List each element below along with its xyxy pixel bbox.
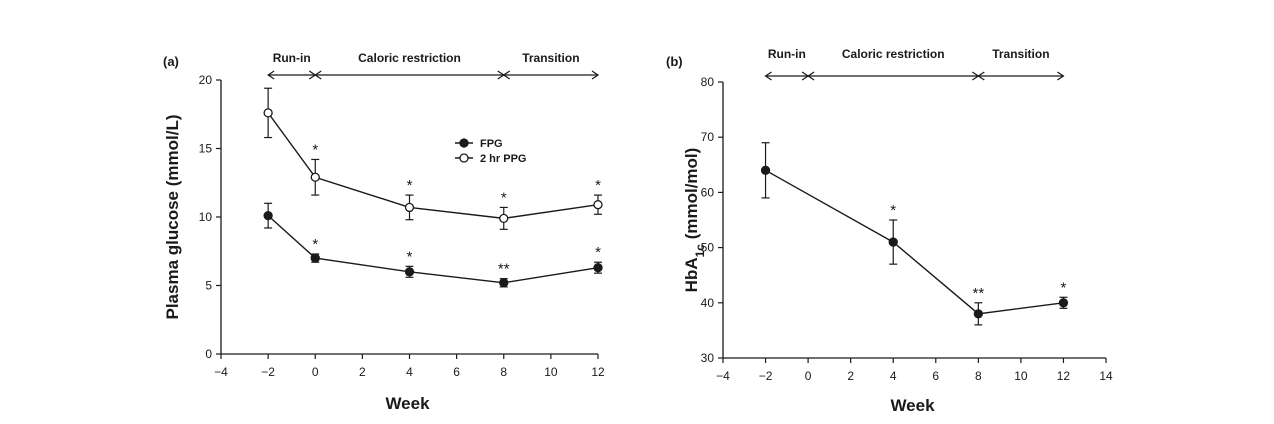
data-point	[499, 213, 509, 224]
data-point	[888, 237, 898, 247]
y-axis-title-main: HbA	[682, 257, 701, 292]
x-tick-label: 0	[805, 369, 812, 383]
significance-mark: *	[595, 244, 601, 261]
y-tick-label: 5	[205, 279, 212, 293]
series-2-hr-ppg: * * * *	[263, 87, 603, 230]
data-point	[310, 253, 320, 263]
data-point	[499, 278, 509, 288]
significance-mark: *	[407, 177, 413, 194]
series-hba1c: *** *	[760, 142, 1069, 326]
panel-a-glucose-chart: (a) 0 5 10 15 20 −4 −2 0 2 4 6 8 10 12 Week Plasma gluco…	[163, 51, 605, 413]
phase-arrow-head-left	[977, 71, 985, 81]
phase-arrow-head-left	[314, 70, 322, 80]
data-point	[310, 172, 320, 182]
x-tick-label: −4	[214, 365, 228, 379]
phase-label: Transition	[522, 51, 579, 65]
data-point	[1058, 298, 1069, 308]
legend: FPG 2 hr PPG	[455, 138, 526, 165]
phase-arrow-caloric-restriction: Caloric restriction	[807, 47, 980, 81]
phase-arrow-run-in: Run-in	[764, 47, 810, 81]
phase-arrow-head-left	[807, 71, 815, 81]
x-tick-label: 0	[312, 365, 319, 379]
x-tick-label: 10	[1014, 369, 1028, 383]
significance-mark: *	[312, 236, 318, 253]
y-tick-label: 15	[199, 142, 213, 156]
series-line	[765, 169, 1064, 315]
y-tick-label: 80	[701, 75, 715, 89]
data-point	[973, 309, 983, 319]
phase-arrow-head-right	[591, 70, 600, 80]
panel-b-hba1c-chart: (b) 30 40 50 60 70 80 −4 −2 0 2 4 6 8 10 12 14 Week HbA1c …	[666, 47, 1113, 415]
x-tick-label: 6	[932, 369, 939, 383]
significance-mark: **	[498, 261, 510, 278]
panel-label: (a)	[163, 54, 179, 69]
phase-label: Caloric restriction	[358, 51, 461, 65]
y-axis-title-subscript: 1c	[693, 244, 707, 258]
y-tick-label: 50	[701, 241, 715, 255]
x-tick-label: 10	[544, 365, 558, 379]
legend-marker	[459, 153, 469, 163]
data-point	[593, 263, 603, 273]
y-tick-label: 60	[701, 185, 715, 199]
data-point	[593, 200, 603, 210]
significance-mark: *	[407, 248, 413, 265]
x-tick-label: 4	[406, 365, 413, 379]
x-tick-label: 14	[1099, 369, 1113, 383]
y-tick-label: 20	[199, 73, 213, 87]
data-point	[263, 210, 273, 221]
y-tick-label: 40	[701, 296, 715, 310]
x-tick-label: 8	[975, 369, 982, 383]
legend-marker	[459, 138, 469, 148]
panel-label: (b)	[666, 54, 683, 69]
x-tick-label: 4	[890, 369, 897, 383]
x-tick-label: 12	[1057, 369, 1071, 383]
phase-arrow-head-left	[764, 71, 772, 81]
x-axis-title: Week	[890, 396, 935, 415]
data-point	[263, 108, 273, 118]
x-tick-label: 6	[453, 365, 460, 379]
data-point	[404, 202, 415, 213]
legend-label: 2 hr PPG	[480, 153, 526, 165]
significance-mark: *	[312, 141, 318, 158]
y-axis-title: Plasma glucose (mmol/L)	[163, 115, 182, 320]
series-fpg: *****	[263, 202, 603, 288]
phase-label: Caloric restriction	[842, 47, 945, 61]
significance-mark: *	[501, 189, 507, 206]
phase-label: Transition	[992, 47, 1049, 61]
y-tick-label: 30	[701, 351, 715, 365]
x-tick-label: 8	[500, 365, 507, 379]
phase-arrow-run-in: Run-in	[267, 51, 317, 80]
phase-arrow-transition: Transition	[502, 51, 600, 80]
data-point	[760, 165, 771, 175]
x-tick-label: −2	[759, 369, 773, 383]
phase-arrow-caloric-restriction: Caloric restriction	[314, 51, 505, 80]
x-tick-label: 2	[847, 369, 854, 383]
x-tick-label: −2	[261, 365, 275, 379]
phase-label: Run-in	[768, 47, 806, 61]
data-point	[404, 267, 415, 277]
x-tick-label: −4	[716, 369, 730, 383]
significance-mark: **	[972, 285, 984, 302]
phase-arrow-head-left	[267, 70, 275, 80]
x-tick-label: 2	[359, 365, 366, 379]
y-axis-title-units: (mmol/mol)	[682, 148, 701, 244]
series-line	[267, 112, 599, 220]
phase-arrow-head-left	[502, 70, 511, 80]
x-tick-label: 12	[591, 365, 605, 379]
y-tick-label: 70	[701, 130, 715, 144]
phase-arrow-head-right	[1057, 71, 1065, 81]
significance-mark: *	[890, 202, 896, 219]
y-axis-title: HbA1c (mmol/mol)	[682, 148, 707, 293]
significance-mark: *	[595, 177, 601, 194]
significance-mark: *	[1061, 279, 1067, 296]
x-axis-title: Week	[385, 394, 430, 413]
phase-arrow-transition: Transition	[977, 47, 1065, 81]
legend-label: FPG	[480, 138, 503, 150]
phase-label: Run-in	[273, 51, 311, 65]
y-tick-label: 0	[205, 347, 212, 361]
y-tick-label: 10	[199, 210, 213, 224]
